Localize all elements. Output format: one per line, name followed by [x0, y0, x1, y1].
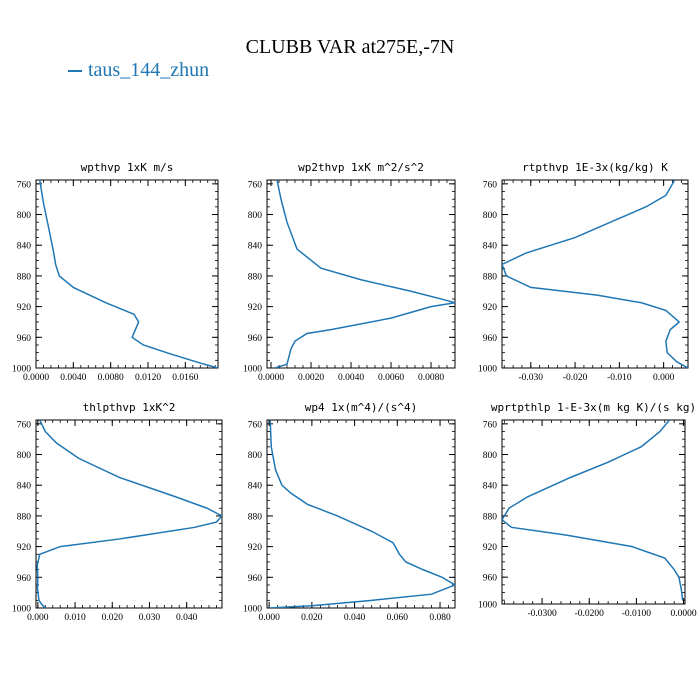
- series-line: [38, 180, 218, 368]
- y-tick-label: 760: [248, 180, 263, 190]
- subplot-5: wp4 1x(m^4)/(s^4) 0.000 0.020 0.040 0.060 0.0…: [243, 401, 456, 623]
- subplot-1: wpthvp 1xK m/s 0.0000 0.0040 0.0080 0.0120 0.…: [12, 161, 219, 383]
- legend-label: taus_144_zhun: [88, 59, 210, 81]
- series-line: [269, 420, 455, 608]
- y-tick-label: 880: [17, 512, 32, 522]
- x-tick-label: 0.0080: [418, 373, 444, 383]
- y-tick-label: 920: [17, 543, 32, 553]
- subplot-4: thlpthvp 1xK^2 0.000 0.010 0.020 0.030 0.040 7…: [12, 401, 223, 623]
- x-tick-label: 0.000: [27, 613, 49, 623]
- x-tick-label: 0.0160: [172, 373, 198, 383]
- y-tick-label: 800: [17, 211, 32, 221]
- subplot-title: thlpthvp 1xK^2: [83, 401, 176, 414]
- y-tick-label: 760: [483, 180, 498, 190]
- y-tick-label: 880: [483, 272, 498, 282]
- y-tick-label: 1000: [478, 601, 497, 611]
- series-line: [502, 420, 684, 601]
- y-tick-label: 920: [248, 543, 263, 553]
- series-line: [502, 180, 688, 368]
- x-tick-label: 0.020: [102, 613, 124, 623]
- x-tick-label: 0.0080: [98, 373, 124, 383]
- y-tick-label: 960: [248, 334, 263, 344]
- y-tick-label: 800: [248, 211, 263, 221]
- y-tick-label: 1000: [478, 365, 497, 375]
- y-tick-label: 1000: [243, 605, 262, 615]
- subplot-3: rtpthvp 1E-3x(kg/kg) K -0.030 -0.020 -0.010…: [478, 161, 689, 383]
- legend: taus_144_zhun: [68, 59, 209, 82]
- x-tick-label: 0.040: [344, 613, 366, 623]
- plot-frame: [501, 179, 689, 369]
- x-tick-label: 0.080: [429, 613, 451, 623]
- series-line: [274, 180, 455, 368]
- plot-frame: [266, 179, 456, 369]
- y-tick-label: 960: [248, 574, 263, 584]
- y-tick-label: 760: [17, 180, 32, 190]
- x-tick-label: -0.010: [607, 373, 632, 383]
- plot-frame: [35, 419, 223, 609]
- x-tick-label: 0.010: [64, 613, 86, 623]
- x-tick-label: 0.0120: [135, 373, 161, 383]
- x-tick-label: 0.0040: [60, 373, 86, 383]
- y-tick-label: 920: [17, 303, 32, 313]
- y-tick-label: 840: [17, 242, 32, 252]
- y-tick-label: 920: [483, 543, 498, 553]
- x-tick-label: -0.0100: [622, 609, 652, 619]
- y-tick-label: 760: [248, 420, 263, 430]
- y-tick-label: 840: [248, 242, 263, 252]
- plot-frame: [501, 419, 686, 605]
- plot-frame: [266, 419, 456, 609]
- y-tick-label: 960: [483, 574, 498, 584]
- y-tick-label: 920: [483, 303, 498, 313]
- x-tick-label: 0.0000: [671, 609, 697, 619]
- y-tick-label: 1000: [12, 605, 31, 615]
- y-tick-label: 800: [17, 451, 32, 461]
- series-line: [36, 420, 222, 608]
- subplot-title: wprtpthlp 1-E-3x(m kg K)/(s kg): [491, 401, 696, 414]
- y-tick-label: 880: [248, 512, 263, 522]
- x-tick-label: -0.0300: [527, 609, 557, 619]
- y-tick-label: 840: [483, 482, 498, 492]
- x-tick-label: 0.0040: [338, 373, 364, 383]
- x-tick-label: 0.040: [176, 613, 198, 623]
- y-tick-label: 960: [17, 334, 32, 344]
- y-tick-label: 880: [248, 272, 263, 282]
- y-tick-label: 1000: [12, 365, 31, 375]
- subplot-title: rtpthvp 1E-3x(kg/kg) K: [522, 161, 668, 174]
- x-tick-label: -0.020: [563, 373, 588, 383]
- x-tick-label: 0.0060: [378, 373, 404, 383]
- x-tick-label: 0.030: [139, 613, 161, 623]
- y-tick-label: 760: [17, 420, 32, 430]
- x-tick-label: 0.0000: [258, 373, 284, 383]
- x-tick-label: 0.060: [387, 613, 409, 623]
- chart-title: CLUBB VAR at275E,-7N: [245, 36, 455, 58]
- plot-frame: [35, 179, 219, 369]
- y-tick-label: 800: [483, 451, 498, 461]
- y-tick-label: 880: [17, 272, 32, 282]
- x-tick-label: 0.000: [653, 373, 675, 383]
- y-tick-label: 840: [17, 482, 32, 492]
- x-tick-label: -0.030: [519, 373, 544, 383]
- legend-swatch: [68, 70, 82, 73]
- y-tick-label: 960: [17, 574, 32, 584]
- y-tick-label: 760: [483, 420, 498, 430]
- y-tick-label: 800: [248, 451, 263, 461]
- y-tick-label: 960: [483, 334, 498, 344]
- y-tick-label: 880: [483, 512, 498, 522]
- subplot-6: wprtpthlp 1-E-3x(m kg K)/(s kg) -0.0300 -0…: [478, 401, 697, 619]
- subplot-title: wp4 1x(m^4)/(s^4): [305, 401, 418, 414]
- y-tick-label: 840: [483, 242, 498, 252]
- x-tick-label: 0.000: [258, 613, 280, 623]
- x-tick-label: 0.0020: [298, 373, 324, 383]
- subplot-title: wp2thvp 1xK m^2/s^2: [298, 161, 424, 174]
- y-tick-label: 800: [483, 211, 498, 221]
- subplot-title: wpthvp 1xK m/s: [81, 161, 174, 174]
- x-tick-label: 0.0000: [23, 373, 49, 383]
- x-tick-label: -0.0200: [575, 609, 605, 619]
- subplot-2: wp2thvp 1xK m^2/s^2 0.0000 0.0020 0.0040 0.0…: [243, 161, 456, 383]
- y-tick-label: 920: [248, 303, 263, 313]
- y-tick-label: 840: [248, 482, 263, 492]
- y-tick-label: 1000: [243, 365, 262, 375]
- x-tick-label: 0.020: [301, 613, 323, 623]
